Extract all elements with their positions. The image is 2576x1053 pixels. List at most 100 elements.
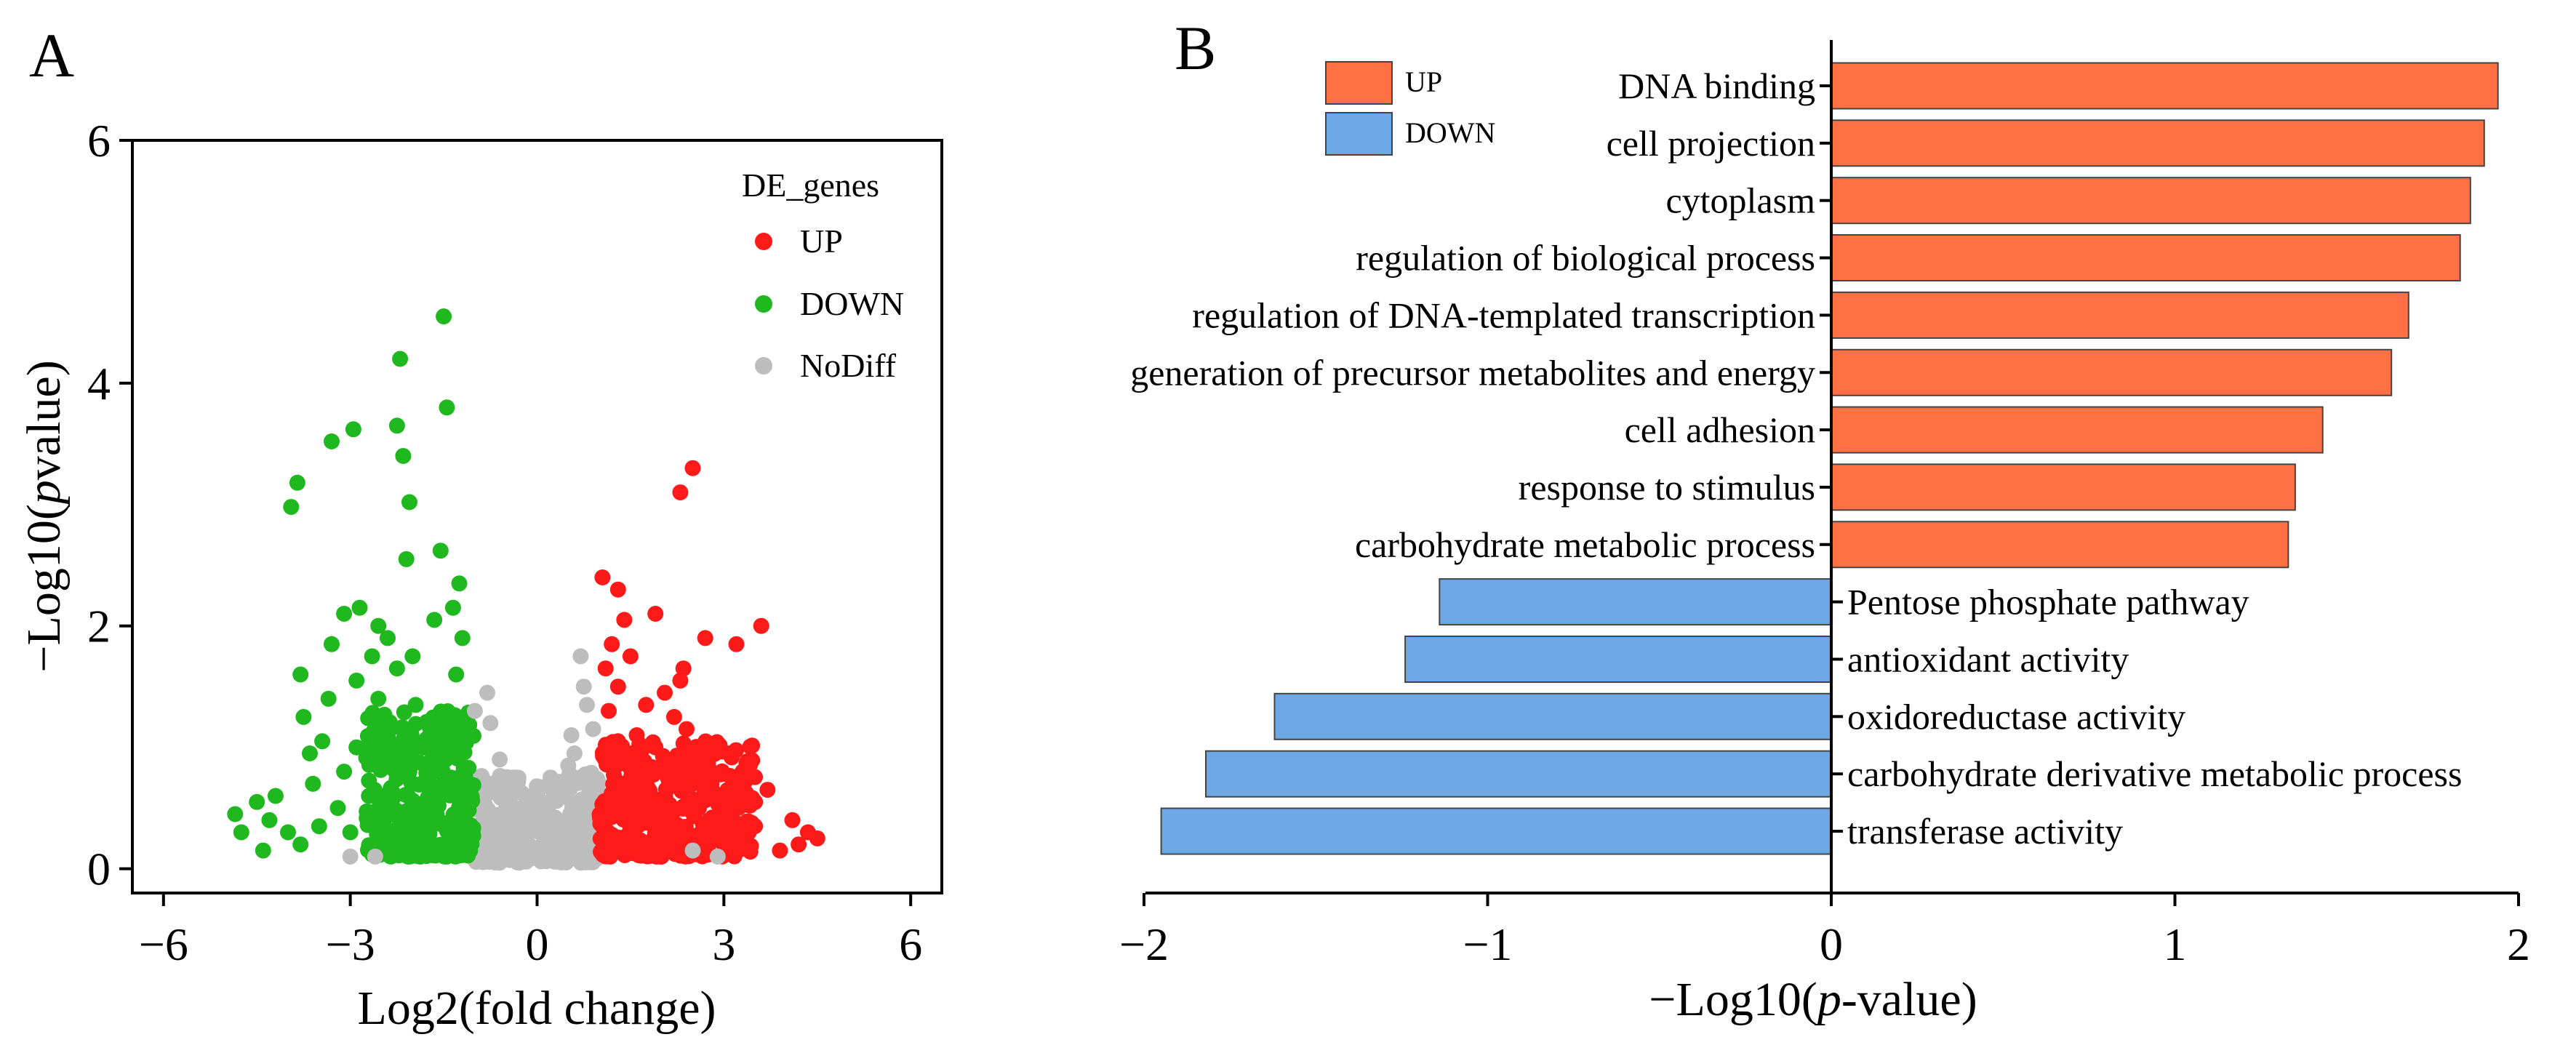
volcano-point-down — [261, 812, 278, 828]
category-label: transferase activity — [1847, 811, 2123, 852]
volcano-point-down — [295, 708, 312, 725]
volcano-point-up — [809, 830, 825, 846]
volcano-point-up — [703, 822, 719, 838]
volcano-point-up — [641, 793, 657, 810]
legend-nodiff-marker — [755, 357, 772, 375]
volcano-point-up — [647, 806, 663, 822]
volcano-point-down — [388, 838, 405, 854]
volcano-point-up — [645, 766, 662, 783]
volcano-point-down — [451, 799, 468, 816]
category-label: carbohydrate metabolic process — [1355, 524, 1815, 565]
volcano-y-axis-title: −Log10(pvalue) — [17, 360, 71, 672]
volcano-point-up — [675, 660, 692, 677]
volcano-point-nodiff — [479, 684, 495, 701]
volcano-point-up — [628, 727, 645, 743]
volcano-point-up — [638, 697, 655, 713]
category-label: DNA binding — [1618, 65, 1815, 106]
volcano-point-down — [292, 836, 309, 853]
volcano-point-nodiff — [532, 825, 548, 841]
volcano-point-down — [411, 754, 428, 771]
bar-up — [1831, 463, 2296, 511]
bar-legend-down-swatch — [1325, 112, 1393, 156]
volcano-point-down — [444, 599, 461, 616]
volcano-point-up — [753, 617, 769, 634]
bar-up — [1831, 406, 2324, 454]
volcano-point-up — [653, 818, 670, 835]
volcano-point-up — [606, 766, 622, 783]
volcano-point-up — [604, 793, 620, 810]
bar-up — [1831, 291, 2409, 339]
volcano-point-down — [302, 745, 318, 761]
volcano-point-up — [672, 672, 689, 689]
volcano-point-down — [428, 807, 445, 824]
volcano-x-axis-title: Log2(fold change) — [358, 982, 716, 1035]
volcano-point-up — [791, 836, 807, 853]
volcano-point-down — [227, 806, 244, 822]
volcano-point-nodiff — [709, 848, 726, 865]
volcano-point-down — [396, 704, 412, 721]
volcano-point-up — [772, 842, 788, 859]
volcano-point-up — [675, 798, 692, 814]
volcano-point-down — [336, 764, 353, 780]
volcano-point-nodiff — [579, 697, 595, 713]
volcano-legend: DE_genes UP DOWN NoDiff — [742, 167, 904, 384]
volcano-point-nodiff — [543, 769, 559, 786]
volcano-point-down — [348, 739, 365, 756]
bar-x-tick-label: −1 — [1463, 918, 1512, 970]
legend-down-label: DOWN — [800, 285, 904, 322]
volcano-point-nodiff — [519, 812, 536, 828]
volcano-point-nodiff — [551, 832, 567, 849]
volcano-point-up — [716, 812, 732, 828]
volcano-point-down — [364, 705, 381, 721]
volcano-point-down — [388, 807, 404, 824]
bar-x-tick-label: 1 — [2164, 918, 2187, 970]
volcano-point-nodiff — [342, 848, 359, 865]
volcano-point-nodiff — [540, 809, 556, 825]
volcano-point-up — [713, 763, 730, 780]
volcano-x-tick-label: −3 — [326, 918, 375, 970]
volcano-point-up — [759, 782, 776, 798]
volcano-point-nodiff — [552, 844, 569, 860]
volcano-point-up — [594, 745, 611, 761]
volcano-point-down — [436, 308, 452, 325]
volcano-point-up — [609, 678, 626, 695]
volcano-point-up — [660, 769, 676, 786]
bar-up — [1831, 62, 2499, 110]
volcano-point-up — [601, 702, 617, 719]
volcano-point-down — [454, 630, 471, 646]
bars: DNA binding cell projection cytoplasm regul… — [1130, 62, 2499, 855]
volcano-point-down — [380, 630, 396, 646]
volcano-point-down — [305, 775, 321, 792]
volcano-point-down — [448, 666, 465, 683]
volcano-point-down — [464, 793, 481, 809]
volcano-point-up — [675, 735, 692, 752]
volcano-point-down — [364, 648, 380, 665]
volcano-point-nodiff — [551, 782, 567, 798]
volcano-point-down — [461, 716, 478, 733]
volcano-point-down — [418, 713, 435, 730]
volcano-point-down — [283, 499, 300, 516]
volcano-point-down — [421, 737, 437, 753]
volcano-y-tick-label: 4 — [87, 358, 111, 409]
volcano-point-down — [401, 494, 417, 511]
volcano-point-up — [740, 824, 757, 841]
category-label: antioxidant activity — [1847, 639, 2129, 680]
volcano-point-up — [728, 636, 745, 652]
category-label: regulation of DNA-templated transcriptio… — [1192, 295, 1815, 335]
volcano-point-down — [370, 822, 387, 838]
volcano-point-down — [311, 818, 327, 835]
bar-up — [1831, 521, 2289, 569]
volcano-point-up — [657, 781, 674, 798]
volcano-point-nodiff — [510, 769, 527, 786]
volcano-point-down — [440, 822, 457, 839]
bar-legend-down-label: DOWN — [1405, 116, 1495, 149]
volcano-point-down — [407, 697, 424, 713]
volcano-point-up — [594, 818, 611, 835]
volcano-point-up — [679, 721, 695, 737]
volcano-point-up — [647, 606, 664, 622]
volcano-point-nodiff — [563, 727, 580, 743]
volcano-point-down — [249, 793, 265, 810]
category-label: carbohydrate derivative metabolic proces… — [1847, 753, 2462, 794]
volcano-point-nodiff — [583, 782, 600, 798]
